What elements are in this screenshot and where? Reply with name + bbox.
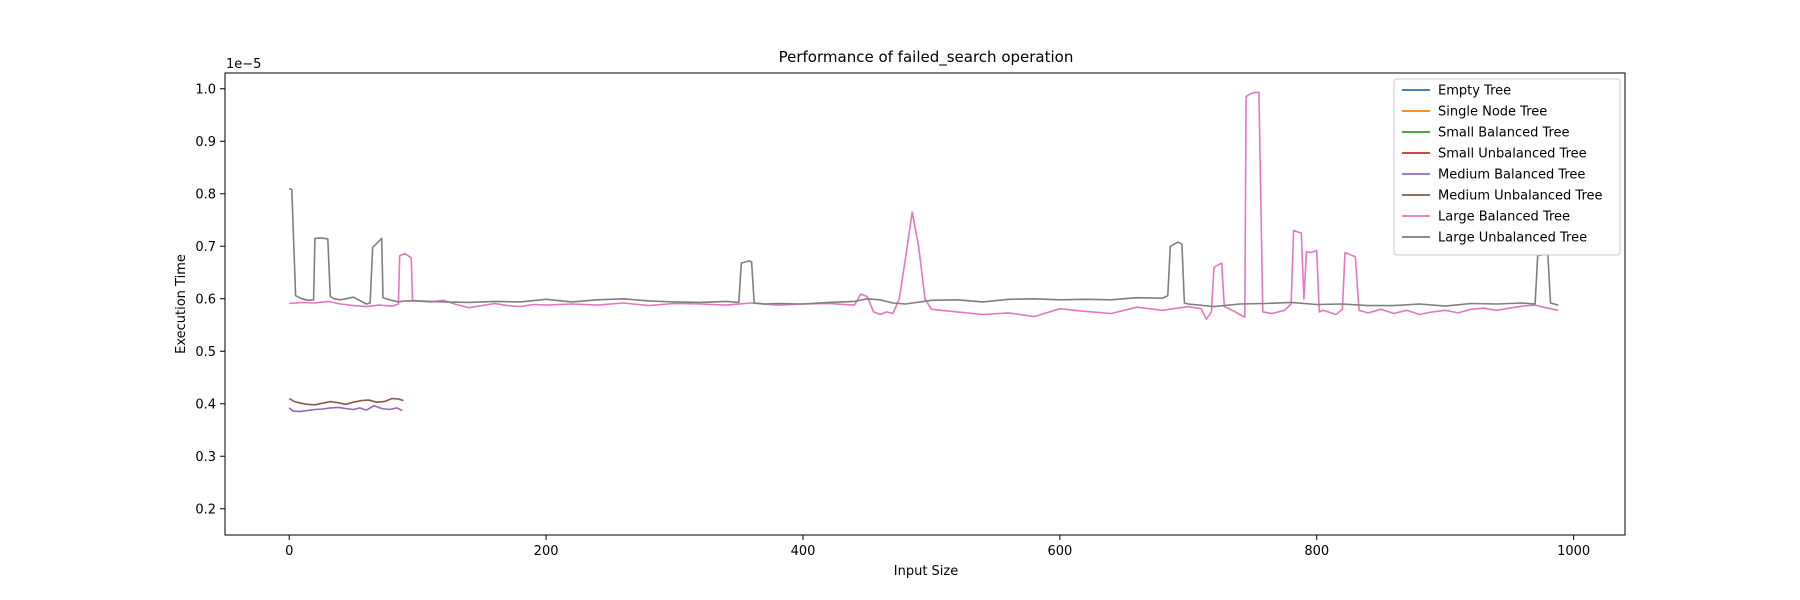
x-tick-label: 800 xyxy=(1304,544,1329,559)
legend: Empty Tree Single Node Tree Small Balanced… xyxy=(1393,78,1621,256)
y-tick-label: 1.0 xyxy=(195,82,216,97)
legend-label: Small Balanced Tree xyxy=(1438,126,1570,141)
y-axis: 0.2 0.3 0.4 0.5 0.6 0.7 0.8 0.9 1.0 xyxy=(195,82,225,517)
x-tick-label: 200 xyxy=(534,544,559,559)
x-tick-label: 0 xyxy=(285,544,293,559)
legend-frame xyxy=(1393,78,1621,256)
y-tick-label: 0.8 xyxy=(195,187,216,202)
y-tick-label: 0.7 xyxy=(195,240,216,255)
y-axis-label: Execution Time xyxy=(174,254,189,354)
chart-title: Performance of failed_search operation xyxy=(779,48,1074,67)
y-tick-label: 0.5 xyxy=(195,345,216,360)
legend-label: Medium Balanced Tree xyxy=(1438,168,1585,183)
plot-frame xyxy=(224,72,1626,536)
x-axis: 0 200 400 600 800 1000 xyxy=(285,535,1590,559)
y-tick-label: 0.3 xyxy=(195,450,216,465)
x-axis-label: Input Size xyxy=(894,564,958,579)
series-layer xyxy=(288,91,1559,413)
x-tick-label: 1000 xyxy=(1557,544,1590,559)
legend-label: Large Unbalanced Tree xyxy=(1438,231,1587,246)
y-tick-label: 0.2 xyxy=(195,502,216,517)
y-tick-label: 0.4 xyxy=(195,397,216,412)
x-tick-label: 400 xyxy=(791,544,816,559)
legend-label: Small Unbalanced Tree xyxy=(1438,147,1587,162)
series-line xyxy=(288,404,403,413)
legend-label: Single Node Tree xyxy=(1438,105,1547,120)
y-tick-label: 0.9 xyxy=(195,135,216,150)
series-line xyxy=(289,91,1559,321)
x-tick-label: 600 xyxy=(1047,544,1072,559)
legend-label: Empty Tree xyxy=(1438,84,1511,99)
series-line xyxy=(288,397,404,406)
legend-label: Large Balanced Tree xyxy=(1438,210,1570,225)
legend-label: Medium Unbalanced Tree xyxy=(1438,189,1603,204)
y-scale-label: 1e−5 xyxy=(226,57,261,72)
series-line xyxy=(288,187,1559,308)
y-tick-label: 0.6 xyxy=(195,292,216,307)
